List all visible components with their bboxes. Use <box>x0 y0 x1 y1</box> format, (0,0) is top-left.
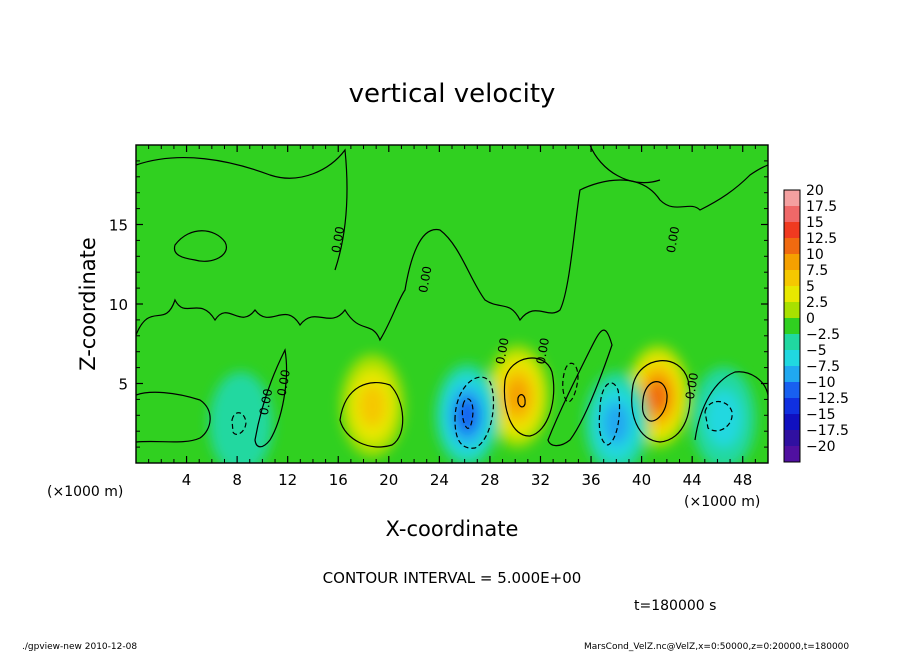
colorbar-swatch-10 <box>784 350 800 367</box>
colorbar-swatch-2 <box>784 222 800 239</box>
y-axis-label: Z-coordinate <box>76 237 100 371</box>
contour-label-5: 0.00 <box>534 337 552 366</box>
downdraft-contour-2 <box>598 382 621 446</box>
footer-right: MarsCond_VelZ.nc@VelZ,x=0:50000,z=0:2000… <box>584 642 850 652</box>
plot-area: 0.000.000.000.000.00 0.000.000.00 <box>136 145 768 463</box>
y-tick-label-15: 15 <box>109 217 128 235</box>
updraft-2-level-5 <box>648 381 668 412</box>
x-tick-label-20: 20 <box>379 471 398 489</box>
x-tick-label-12: 12 <box>278 471 297 489</box>
colorbar-swatch-9 <box>784 334 800 351</box>
colorbar-label-3: 12.5 <box>806 231 837 247</box>
x-tick-label-24: 24 <box>430 471 449 489</box>
chart-title: vertical velocity <box>349 79 556 109</box>
contour-left-lobe <box>136 391 211 443</box>
colorbar-swatch-12 <box>784 382 800 399</box>
contour-branch-1 <box>254 348 288 448</box>
downdraft-6-level-1 <box>209 371 273 463</box>
x-tick-label-44: 44 <box>683 471 702 489</box>
x-tick-label-4: 4 <box>182 471 192 489</box>
colorbar-label-9: −2.5 <box>806 327 840 343</box>
updraft-contour-3 <box>631 360 691 443</box>
footer-left: ./gpview-new 2010-12-08 <box>22 642 138 652</box>
contour-label-3: 0.00 <box>257 388 275 417</box>
y-tick-label-5: 5 <box>118 376 128 394</box>
y-axis-ticks: 5 10 15 <box>109 160 768 448</box>
downdraft-contour-1-inner <box>461 398 474 429</box>
colorbar-swatch-5 <box>784 270 800 287</box>
colorbar-label-7: 2.5 <box>806 295 828 311</box>
x-tick-label-40: 40 <box>632 471 651 489</box>
x-tick-label-28: 28 <box>480 471 499 489</box>
colorbar-label-2: 15 <box>806 215 824 231</box>
downdraft-contour-4 <box>231 412 247 435</box>
contour-label-2: 0.00 <box>275 368 293 397</box>
zero-contour-upper <box>136 145 661 271</box>
updraft-contour-1 <box>339 381 404 448</box>
colorbar-label-16: −20 <box>806 439 836 455</box>
downdraft-5-level-2 <box>705 389 742 448</box>
colorbar-swatch-3 <box>784 238 800 255</box>
downdraft-4-level-3 <box>603 402 630 445</box>
colorbar-frame <box>783 189 801 463</box>
colorbar-swatch-0 <box>784 190 800 207</box>
colorbar-label-11: −7.5 <box>806 359 840 375</box>
downdraft-contour-5 <box>704 400 733 432</box>
updraft-0-level-3 <box>359 384 386 427</box>
colorbar-swatch-13 <box>784 398 800 415</box>
colorbar-label-12: −10 <box>806 375 836 391</box>
downdraft-contour-1 <box>454 376 495 449</box>
y-unit-label: (×1000 m) <box>47 484 123 500</box>
colorbar-swatch-4 <box>784 254 800 271</box>
updraft-contour-2-inner <box>517 394 526 408</box>
contour-label-1: 0.00 <box>416 265 434 294</box>
y-tick-label-10: 10 <box>109 296 128 314</box>
x-tick-label-48: 48 <box>733 471 752 489</box>
colorbar-label-6: 5 <box>806 279 815 295</box>
colorbar: 2017.51512.5107.552.50−2.5−5−7.5−10−12.5… <box>783 183 849 463</box>
colorbar-swatch-7 <box>784 302 800 319</box>
colorbar-swatch-14 <box>784 414 800 431</box>
contour-label-0: 0.00 <box>329 225 347 254</box>
contour-label-6: 0.00 <box>664 225 682 254</box>
colorbar-label-8: 0 <box>806 311 815 327</box>
colorbar-label-0: 20 <box>806 183 824 199</box>
colorbar-label-10: −5 <box>806 343 827 359</box>
colorbar-swatch-1 <box>784 206 800 223</box>
zero-contour-main <box>136 164 768 342</box>
zero-contour-left-cell <box>173 230 228 262</box>
contour-label-7: 0.00 <box>683 372 701 401</box>
time-text: t=180000 s <box>634 598 716 614</box>
contour-branch-3 <box>694 371 768 441</box>
x-tick-label-36: 36 <box>581 471 600 489</box>
updraft-contour-3-inner <box>641 381 668 422</box>
colorbar-label-4: 10 <box>806 247 824 263</box>
x-axis-ticks: 4 8 12 16 20 24 28 32 36 40 44 48 <box>148 145 756 489</box>
contour-lines <box>136 145 768 449</box>
colorbar-swatch-8 <box>784 318 800 335</box>
x-tick-label-16: 16 <box>329 471 348 489</box>
colorbar-label-1: 17.5 <box>806 199 837 215</box>
colorbar-label-13: −12.5 <box>806 391 849 407</box>
contour-branch-2 <box>547 329 613 447</box>
colorbar-label-14: −15 <box>806 407 836 423</box>
contour-interval-text: CONTOUR INTERVAL = 5.000E+00 <box>323 569 582 587</box>
colorbar-swatch-11 <box>784 366 800 383</box>
colorbar-label-15: −17.5 <box>806 423 849 439</box>
colorbar-swatch-15 <box>784 430 800 447</box>
downdraft-contour-3 <box>562 362 579 403</box>
contour-label-4: 0.00 <box>493 337 511 366</box>
x-axis-label: X-coordinate <box>386 517 519 541</box>
colorbar-label-5: 7.5 <box>806 263 828 279</box>
x-tick-label-8: 8 <box>232 471 242 489</box>
updraft-contour-2 <box>503 357 555 437</box>
updraft-1-level-4 <box>506 378 529 414</box>
colorbar-swatch-6 <box>784 286 800 303</box>
contour-labels: 0.000.000.000.000.00 0.000.000.00 <box>257 225 701 416</box>
x-unit-label: (×1000 m) <box>684 494 760 510</box>
x-tick-label-32: 32 <box>531 471 550 489</box>
colorbar-swatch-16 <box>784 446 800 463</box>
